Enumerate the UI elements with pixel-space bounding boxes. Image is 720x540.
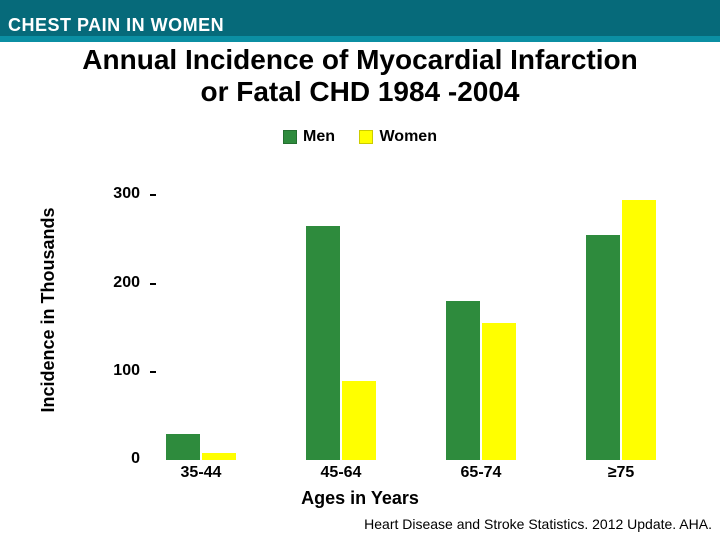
bar-men-35-44 — [166, 434, 200, 460]
x-tick: 35-44 — [166, 464, 236, 482]
plot-area: 010020030035-4445-6465-74≥75 — [146, 160, 680, 460]
legend-label-women: Women — [379, 128, 436, 146]
slide: { "banner": { "label": "CHEST PAIN IN WO… — [0, 0, 720, 540]
bar-women-65-74 — [482, 323, 516, 460]
footer-citation: Heart Disease and Stroke Statistics. 201… — [0, 516, 712, 532]
bar-women-45-64 — [342, 381, 376, 460]
y-tick: 100 — [106, 362, 140, 380]
title-line-2: or Fatal CHD 1984 -2004 — [0, 76, 720, 108]
legend-item-women: Women — [359, 128, 436, 146]
x-tick: ≥75 — [586, 464, 656, 482]
x-tick: 45-64 — [306, 464, 376, 482]
chart-title: Annual Incidence of Myocardial Infarctio… — [0, 44, 720, 108]
y-axis-title: Incidence in Thousands — [38, 160, 59, 460]
x-tick: 65-74 — [446, 464, 516, 482]
y-tick: 300 — [106, 185, 140, 203]
title-line-1: Annual Incidence of Myocardial Infarctio… — [0, 44, 720, 76]
legend-swatch-women — [359, 130, 373, 144]
banner-label: CHEST PAIN IN WOMEN — [8, 15, 224, 36]
chart: 0 100 200 300 35-44 45-64 65-74 ≥75 — [60, 160, 680, 480]
legend: Men Women — [0, 128, 720, 149]
y-tick: 200 — [106, 274, 140, 292]
legend-swatch-men — [283, 130, 297, 144]
bar-women-≥75 — [622, 200, 656, 460]
x-axis-title: Ages in Years — [0, 488, 720, 509]
bar-men-≥75 — [586, 235, 620, 460]
bar-women-35-44 — [202, 453, 236, 460]
legend-item-men: Men — [283, 128, 335, 146]
y-tick: 0 — [106, 450, 140, 468]
bar-men-65-74 — [446, 301, 480, 460]
legend-label-men: Men — [303, 128, 335, 146]
bar-men-45-64 — [306, 226, 340, 460]
banner-underline — [0, 36, 720, 42]
